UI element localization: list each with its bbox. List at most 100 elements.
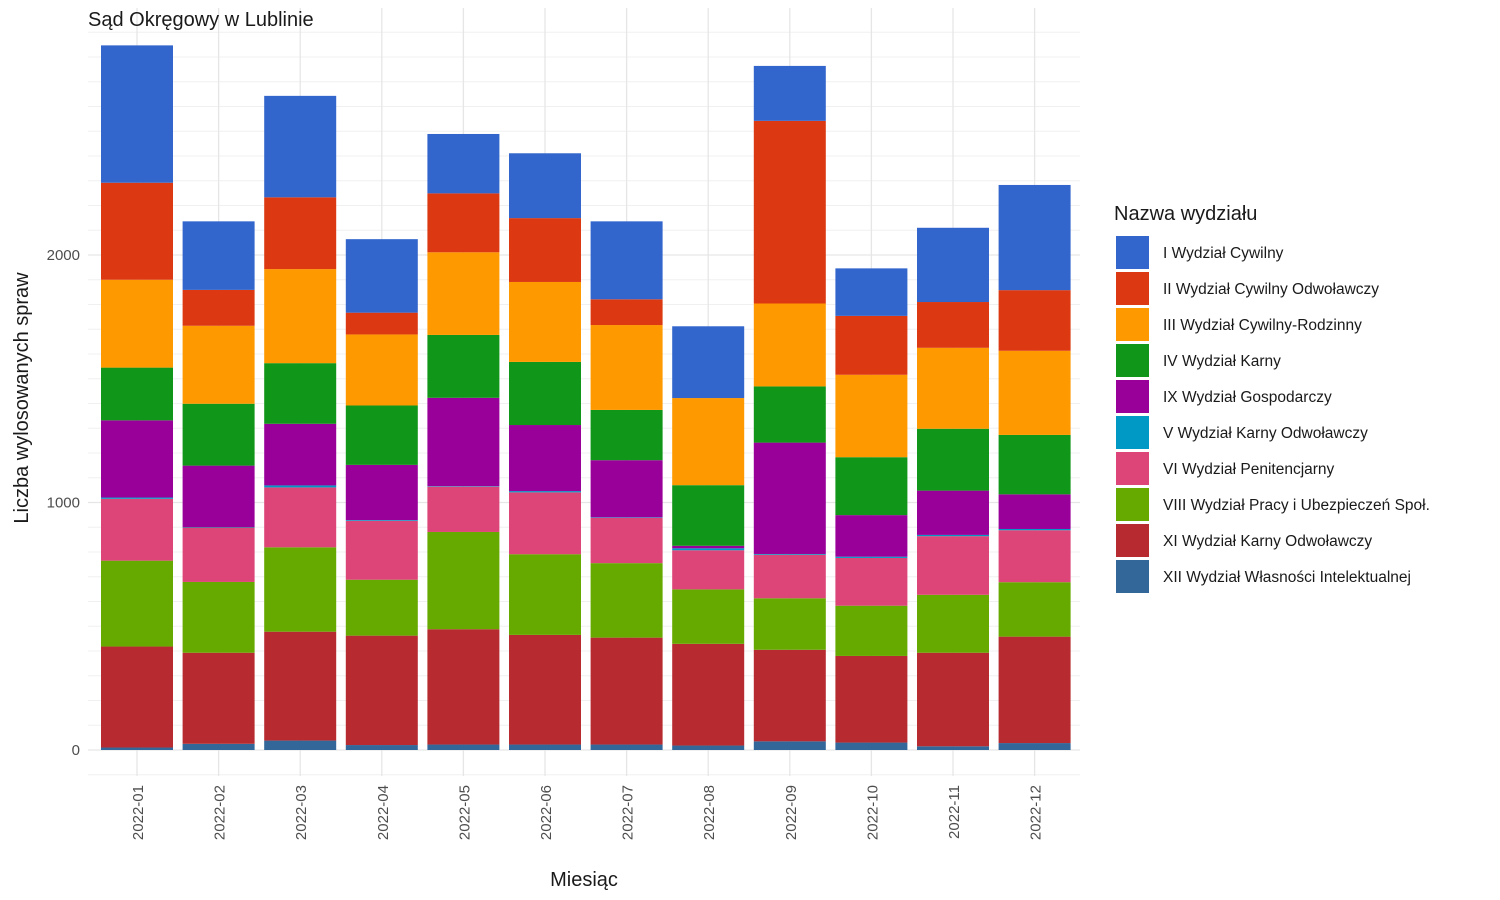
- chart-title: Sąd Okręgowy w Lublinie: [88, 9, 314, 31]
- bar-segment: [672, 326, 745, 399]
- bar-segment: [835, 655, 908, 743]
- bar-segment: [509, 491, 581, 493]
- bar-segment: [345, 405, 418, 465]
- x-tick-label: 2022-12: [1028, 785, 1045, 840]
- x-tick-label: 2022-03: [293, 785, 310, 840]
- legend-label: VIII Wydział Pracy i Ubezpieczeń Społ.: [1163, 497, 1430, 514]
- bar-segment: [917, 652, 989, 747]
- y-axis-ticks: 0 1000 2000: [47, 247, 80, 759]
- x-tick-label: 2022-05: [456, 785, 473, 840]
- bar-segment: [101, 367, 173, 421]
- legend-swatch: [1116, 380, 1149, 413]
- legend: Nazwa wydziału I Wydział Cywilny II Wydzi…: [1114, 203, 1430, 593]
- bar-segment: [509, 492, 581, 555]
- bar-segment: [264, 631, 337, 741]
- legend-swatch: [1116, 488, 1149, 521]
- bar-segment: [264, 423, 337, 486]
- bar-segment: [182, 652, 255, 744]
- x-tick-label: 2022-09: [783, 785, 800, 840]
- legend-title: Nazwa wydziału: [1114, 203, 1257, 225]
- bar-segment: [264, 95, 337, 198]
- bar-segment: [753, 120, 826, 304]
- legend-label: V Wydział Karny Odwoławczy: [1163, 425, 1368, 442]
- bar-segment: [590, 409, 663, 461]
- legend-swatch: [1116, 344, 1149, 377]
- bar-segment: [264, 269, 337, 364]
- bar-segment: [182, 743, 255, 750]
- bar-segment: [753, 303, 826, 387]
- bar-segment: [509, 425, 581, 492]
- bar-segment: [835, 557, 908, 606]
- bar-segment: [509, 218, 581, 282]
- x-tick-label: 2022-04: [375, 785, 392, 840]
- bar-segment: [264, 740, 337, 750]
- legend-label: XI Wydział Karny Odwoławczy: [1163, 533, 1372, 550]
- bar-segment: [835, 374, 908, 458]
- legend-swatch: [1116, 272, 1149, 305]
- bar-segment: [427, 397, 500, 487]
- bar-segment: [753, 65, 826, 121]
- bar-segment: [427, 193, 500, 253]
- bar-segment: [835, 605, 908, 656]
- bar-segment: [427, 629, 500, 745]
- x-axis-title: Miesiąc: [550, 869, 618, 891]
- bar-segment: [345, 334, 418, 406]
- bar-segment: [672, 398, 745, 486]
- legend-swatch: [1116, 524, 1149, 557]
- bar-segment: [998, 290, 1071, 351]
- bar-segment: [672, 745, 745, 750]
- bar-segment: [917, 746, 989, 750]
- bar-segment: [427, 744, 500, 750]
- legend-label: IX Wydział Gospodarczy: [1163, 389, 1332, 406]
- legend-swatch: [1116, 560, 1149, 593]
- bar-segment: [264, 197, 337, 270]
- legend-label: I Wydział Cywilny: [1163, 245, 1284, 262]
- bar-segment: [345, 520, 418, 521]
- bar-segment: [917, 536, 989, 595]
- legend-label: II Wydział Cywilny Odwoławczy: [1163, 281, 1379, 298]
- bar-segment: [917, 227, 989, 303]
- bar-segment: [590, 325, 663, 410]
- x-tick-label: 2022-08: [701, 785, 718, 840]
- bar-segment: [264, 485, 337, 488]
- bar-segment: [753, 442, 826, 554]
- bar-segment: [427, 486, 500, 487]
- bar-segment: [101, 182, 173, 280]
- legend-swatch: [1116, 236, 1149, 269]
- bar-segment: [101, 560, 173, 647]
- x-tick-label: 2022-02: [212, 785, 229, 840]
- bars: [101, 45, 1071, 750]
- bar-segment: [345, 635, 418, 746]
- bar-segment: [264, 363, 337, 424]
- bar-segment: [998, 494, 1071, 529]
- bar-segment: [345, 520, 418, 580]
- bar-segment: [917, 490, 989, 535]
- bar-segment: [998, 743, 1071, 750]
- y-tick-label: 1000: [47, 495, 80, 512]
- bar-segment: [998, 528, 1071, 531]
- bar-segment: [264, 487, 337, 548]
- legend-label: XII Wydział Własności Intelektualnej: [1163, 569, 1411, 586]
- bar-segment: [101, 747, 173, 750]
- bar-segment: [672, 643, 745, 746]
- bar-segment: [509, 634, 581, 745]
- bar-segment: [835, 457, 908, 516]
- bar-segment: [753, 741, 826, 750]
- bar-segment: [753, 649, 826, 742]
- bar-segment: [590, 744, 663, 750]
- bar-segment: [672, 550, 745, 590]
- x-tick-label: 2022-01: [130, 785, 147, 840]
- bar-segment: [753, 598, 826, 650]
- bar-segment: [182, 289, 255, 326]
- legend-label: IV Wydział Karny: [1163, 353, 1281, 370]
- y-tick-label: 0: [72, 742, 80, 759]
- bar-segment: [672, 589, 745, 644]
- bar-segment: [917, 534, 989, 537]
- bar-segment: [101, 646, 173, 748]
- bar-segment: [101, 45, 173, 183]
- x-tick-label: 2022-10: [864, 785, 881, 840]
- bar-segment: [998, 636, 1071, 744]
- bar-segment: [917, 347, 989, 429]
- bar-segment: [345, 745, 418, 750]
